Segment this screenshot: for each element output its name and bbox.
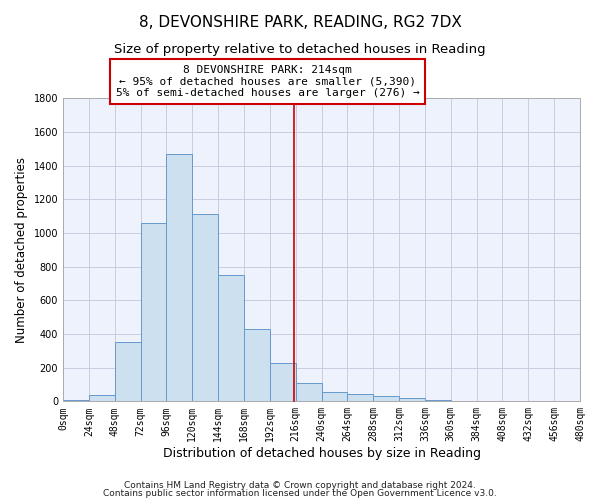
Bar	[425, 400, 451, 402]
Bar	[192, 214, 218, 402]
Y-axis label: Number of detached properties: Number of detached properties	[15, 157, 28, 343]
Bar	[347, 394, 373, 402]
Bar	[270, 364, 296, 402]
Bar	[373, 396, 399, 402]
Bar	[115, 342, 140, 402]
Bar	[218, 275, 244, 402]
Bar	[399, 398, 425, 402]
Bar	[63, 400, 89, 402]
Bar	[140, 223, 166, 402]
Bar	[244, 329, 270, 402]
Text: Contains HM Land Registry data © Crown copyright and database right 2024.: Contains HM Land Registry data © Crown c…	[124, 480, 476, 490]
Text: 8, DEVONSHIRE PARK, READING, RG2 7DX: 8, DEVONSHIRE PARK, READING, RG2 7DX	[139, 15, 461, 30]
Text: Size of property relative to detached houses in Reading: Size of property relative to detached ho…	[114, 42, 486, 56]
Bar	[322, 392, 347, 402]
Text: 8 DEVONSHIRE PARK: 214sqm
← 95% of detached houses are smaller (5,390)
5% of sem: 8 DEVONSHIRE PARK: 214sqm ← 95% of detac…	[116, 65, 419, 98]
X-axis label: Distribution of detached houses by size in Reading: Distribution of detached houses by size …	[163, 447, 481, 460]
Text: Contains public sector information licensed under the Open Government Licence v3: Contains public sector information licen…	[103, 489, 497, 498]
Bar	[296, 383, 322, 402]
Bar	[89, 396, 115, 402]
Bar	[166, 154, 192, 402]
